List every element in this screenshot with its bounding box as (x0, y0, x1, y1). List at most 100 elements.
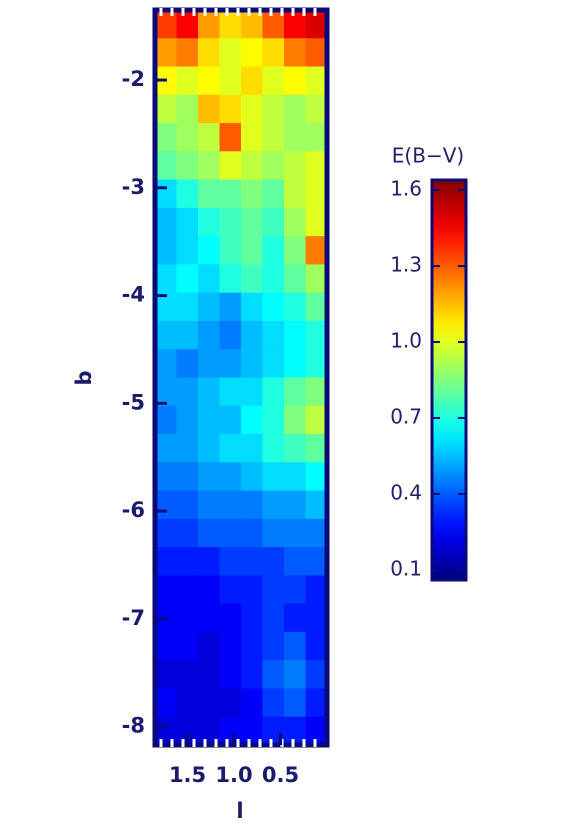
heatmap-cell (262, 179, 285, 209)
heatmap-cell (176, 688, 199, 718)
y-tick-label: -5 (122, 390, 145, 414)
heatmap-cell (176, 716, 199, 746)
heatmap-cell (284, 10, 307, 39)
heatmap-cell (176, 349, 199, 379)
heatmap-cell (241, 10, 264, 39)
heatmap-cell (284, 603, 307, 633)
heatmap-cell (305, 547, 328, 576)
heatmap-cell (284, 462, 307, 492)
heatmap-cell (284, 66, 307, 96)
heatmap-cell (241, 66, 264, 96)
heatmap-cell (262, 292, 285, 322)
heatmap-cell (262, 66, 285, 96)
colorbar-tick-label: 0.4 (390, 480, 422, 504)
heatmap-cell (305, 603, 328, 633)
heatmap-cell (284, 434, 307, 463)
heatmap-cell (241, 292, 264, 322)
heatmap-cell (155, 123, 178, 152)
heatmap-cell (241, 575, 264, 605)
heatmap-cell (305, 207, 328, 237)
heatmap-cell (198, 123, 221, 152)
heatmap-cell (241, 123, 264, 152)
heatmap-cell (176, 490, 199, 520)
plot-frame (152, 7, 330, 748)
heatmap-cell (241, 716, 264, 746)
heatmap-cell (155, 292, 178, 322)
heatmap-cell (176, 462, 199, 492)
heatmap-cell (284, 320, 307, 350)
heatmap-cell (241, 94, 264, 124)
heatmap-cell (198, 716, 221, 746)
heatmap-cell (284, 151, 307, 181)
heatmap-cell (176, 179, 199, 209)
heatmap-cell (176, 207, 199, 237)
heatmap-cell (284, 575, 307, 605)
heatmap-cell (262, 547, 285, 576)
heatmap-cell (305, 434, 328, 463)
heatmap-cell (219, 603, 242, 633)
heatmap-cell (284, 660, 307, 690)
heatmap-cell (198, 151, 221, 181)
heatmap-cell (219, 349, 242, 379)
heatmap-cell (284, 631, 307, 661)
heatmap-cell (262, 660, 285, 690)
heatmap-cell (219, 38, 242, 68)
heatmap-cell (155, 518, 178, 548)
heatmap-cell (305, 123, 328, 152)
heatmap-cell (305, 179, 328, 209)
heatmap-cell (262, 236, 285, 266)
y-tick-label: -8 (122, 714, 145, 738)
heatmap-cell (305, 405, 328, 435)
heatmap-cell (198, 236, 221, 266)
colorbar-tick-label: 1.6 (390, 177, 422, 201)
heatmap-cell (305, 660, 328, 690)
heatmap-cell (155, 490, 178, 520)
y-axis-label: b (72, 370, 96, 385)
heatmap-cell (219, 10, 242, 39)
heatmap-cell (219, 518, 242, 548)
heatmap-cell (262, 688, 285, 718)
heatmap-cell (198, 405, 221, 435)
heatmap-cell (198, 94, 221, 124)
heatmap-cell (305, 518, 328, 548)
y-tick-label: -4 (122, 283, 145, 307)
y-tick-label: -7 (122, 606, 145, 630)
heatmap-cell (305, 264, 328, 294)
heatmap-cell (305, 688, 328, 718)
heatmap-cell (176, 292, 199, 322)
heatmap-cell (198, 10, 221, 39)
heatmap-cell (262, 462, 285, 492)
heatmap-cell (241, 151, 264, 181)
y-tick-label: -2 (122, 67, 145, 91)
heatmap-cell (305, 320, 328, 350)
heatmap-cell (284, 349, 307, 379)
heatmap-cell (262, 151, 285, 181)
heatmap-cell (155, 462, 178, 492)
heatmap-cell (305, 716, 328, 746)
colorbar-tick-label: 1.3 (390, 253, 422, 277)
heatmap-cell (198, 377, 221, 407)
heatmap-cell (219, 292, 242, 322)
heatmap-cell (284, 179, 307, 209)
heatmap-cell (155, 575, 178, 605)
colorbar (430, 178, 468, 582)
colorbar-label: E(B−V) (392, 144, 464, 168)
heatmap-cell (284, 292, 307, 322)
heatmap-cell (219, 377, 242, 407)
heatmap-cell (155, 151, 178, 181)
heatmap-cell (241, 688, 264, 718)
heatmap-cell (198, 462, 221, 492)
heatmap-cell (241, 179, 264, 209)
heatmap-cell (198, 631, 221, 661)
heatmap-cell (155, 547, 178, 576)
heatmap-cell (219, 264, 242, 294)
heatmap-cell (284, 688, 307, 718)
heatmap-cell (262, 38, 285, 68)
heatmap-cell (284, 547, 307, 576)
heatmap-cell (305, 94, 328, 124)
heatmap-cell (155, 716, 178, 746)
heatmap-cell (155, 236, 178, 266)
heatmap-cell (198, 660, 221, 690)
heatmap-cell (241, 434, 264, 463)
